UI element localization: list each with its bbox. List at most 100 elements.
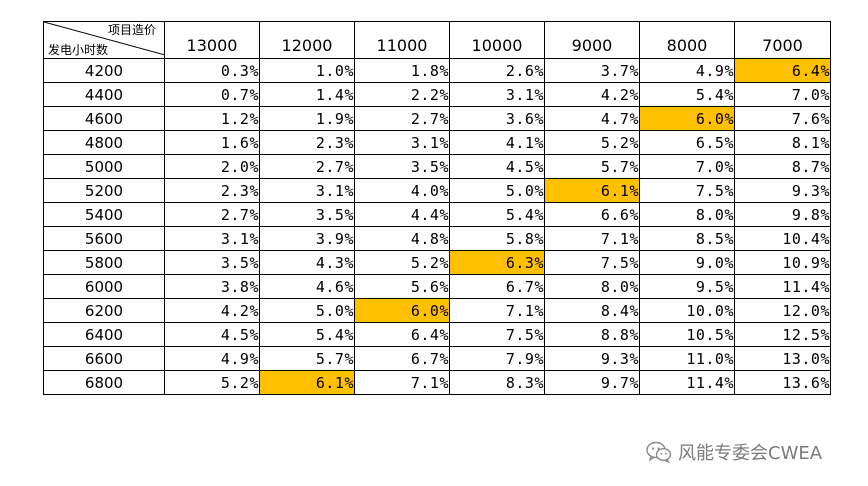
- column-header: 8000: [639, 21, 735, 59]
- row-header: 6800: [43, 370, 165, 395]
- table-cell: 4.8%: [354, 226, 450, 251]
- table-cell: 7.1%: [354, 370, 450, 395]
- table-cell: 4.4%: [354, 202, 450, 227]
- table-cell: 1.0%: [259, 58, 355, 83]
- table-cell: 4.9%: [639, 58, 735, 83]
- table-cell: 9.8%: [734, 202, 831, 227]
- table-cell: 5.0%: [259, 298, 355, 323]
- table-cell: 6.5%: [639, 130, 735, 155]
- table-cell: 4.7%: [544, 106, 640, 131]
- row-header: 5800: [43, 250, 165, 275]
- table-cell: 7.6%: [734, 106, 831, 131]
- table-cell: 3.5%: [164, 250, 260, 275]
- watermark: 风能专委会CWEA: [646, 439, 822, 465]
- table-cell: 5.2%: [354, 250, 450, 275]
- table-cell: 12.0%: [734, 298, 831, 323]
- table-cell: 13.6%: [734, 370, 831, 395]
- column-header: 10000: [449, 21, 545, 59]
- table-cell: 4.6%: [259, 274, 355, 299]
- table-cell: 9.3%: [544, 346, 640, 371]
- table-cell: 8.5%: [639, 226, 735, 251]
- table-cell: 2.6%: [449, 58, 545, 83]
- corner-cell: 项目造价 发电小时数: [43, 21, 165, 59]
- table-cell: 3.9%: [259, 226, 355, 251]
- row-header: 5400: [43, 202, 165, 227]
- table-cell: 3.7%: [544, 58, 640, 83]
- table-cell: 4.2%: [164, 298, 260, 323]
- table-cell: 8.0%: [544, 274, 640, 299]
- table-row: 6000 3.8% 4.6% 5.6% 6.7% 8.0% 9.5% 11.4%: [43, 274, 831, 299]
- table-row: 6200 4.2% 5.0% 6.0% 7.1% 8.4% 10.0% 12.0%: [43, 298, 831, 323]
- table-cell: 12.5%: [734, 322, 831, 347]
- table-cell: 3.1%: [354, 130, 450, 155]
- row-axis-label: 发电小时数: [48, 43, 109, 57]
- table-row: 4600 1.2% 1.9% 2.7% 3.6% 4.7% 6.0% 7.6%: [43, 106, 831, 131]
- row-header: 6600: [43, 346, 165, 371]
- row-header: 6400: [43, 322, 165, 347]
- row-header: 5000: [43, 154, 165, 179]
- table-row: 6400 4.5% 5.4% 6.4% 7.5% 8.8% 10.5% 12.5%: [43, 322, 831, 347]
- column-header: 11000: [354, 21, 450, 59]
- table-cell: 7.5%: [544, 250, 640, 275]
- table-cell: 9.5%: [639, 274, 735, 299]
- table-cell: 7.0%: [639, 154, 735, 179]
- highlighted-cell: 6.1%: [259, 370, 355, 395]
- table-cell: 5.6%: [354, 274, 450, 299]
- table-cell: 5.2%: [544, 130, 640, 155]
- table-cell: 2.3%: [259, 130, 355, 155]
- wechat-icon: [646, 441, 672, 463]
- table-cell: 8.3%: [449, 370, 545, 395]
- row-header: 5600: [43, 226, 165, 251]
- table-cell: 1.4%: [259, 82, 355, 107]
- table-cell: 1.9%: [259, 106, 355, 131]
- table-cell: 6.4%: [354, 322, 450, 347]
- table-cell: 4.0%: [354, 178, 450, 203]
- table-row: 4800 1.6% 2.3% 3.1% 4.1% 5.2% 6.5% 8.1%: [43, 130, 831, 155]
- table-row: 4400 0.7% 1.4% 2.2% 3.1% 4.2% 5.4% 7.0%: [43, 82, 831, 107]
- table-cell: 9.3%: [734, 178, 831, 203]
- table-cell: 5.0%: [449, 178, 545, 203]
- table-cell: 5.4%: [449, 202, 545, 227]
- table-cell: 8.7%: [734, 154, 831, 179]
- table-cell: 8.0%: [639, 202, 735, 227]
- table-cell: 2.7%: [259, 154, 355, 179]
- table-cell: 1.8%: [354, 58, 450, 83]
- table-row: 4200 0.3% 1.0% 1.8% 2.6% 3.7% 4.9% 6.4%: [43, 58, 831, 83]
- table-cell: 3.1%: [164, 226, 260, 251]
- table-cell: 6.7%: [354, 346, 450, 371]
- table-cell: 11.4%: [734, 274, 831, 299]
- table-cell: 4.1%: [449, 130, 545, 155]
- highlighted-cell: 6.1%: [544, 178, 640, 203]
- table-cell: 8.1%: [734, 130, 831, 155]
- table-cell: 2.3%: [164, 178, 260, 203]
- column-header: 9000: [544, 21, 640, 59]
- row-header: 6200: [43, 298, 165, 323]
- table-cell: 7.1%: [544, 226, 640, 251]
- table-cell: 2.0%: [164, 154, 260, 179]
- header-row: 项目造价 发电小时数 13000 12000 11000 10000 9000 8000 7…: [43, 21, 831, 59]
- table-cell: 11.4%: [639, 370, 735, 395]
- table-cell: 5.7%: [259, 346, 355, 371]
- table-cell: 7.5%: [449, 322, 545, 347]
- table-row: 5200 2.3% 3.1% 4.0% 5.0% 6.1% 7.5% 9.3%: [43, 178, 831, 203]
- table-cell: 6.7%: [449, 274, 545, 299]
- table-cell: 0.3%: [164, 58, 260, 83]
- table-row: 6600 4.9% 5.7% 6.7% 7.9% 9.3% 11.0% 13.0%: [43, 346, 831, 371]
- table-cell: 4.5%: [449, 154, 545, 179]
- table-cell: 1.2%: [164, 106, 260, 131]
- table-row: 5000 2.0% 2.7% 3.5% 4.5% 5.7% 7.0% 8.7%: [43, 154, 831, 179]
- row-header: 6000: [43, 274, 165, 299]
- table-cell: 6.6%: [544, 202, 640, 227]
- column-header: 7000: [734, 21, 831, 59]
- column-header: 13000: [164, 21, 260, 59]
- table-cell: 4.2%: [544, 82, 640, 107]
- table-cell: 9.0%: [639, 250, 735, 275]
- diagonal-divider: [44, 22, 165, 55]
- table-cell: 4.9%: [164, 346, 260, 371]
- table-cell: 5.2%: [164, 370, 260, 395]
- column-header: 12000: [259, 21, 355, 59]
- highlighted-cell: 6.3%: [449, 250, 545, 275]
- highlighted-cell: 6.4%: [734, 58, 831, 83]
- table-cell: 3.6%: [449, 106, 545, 131]
- table-cell: 2.2%: [354, 82, 450, 107]
